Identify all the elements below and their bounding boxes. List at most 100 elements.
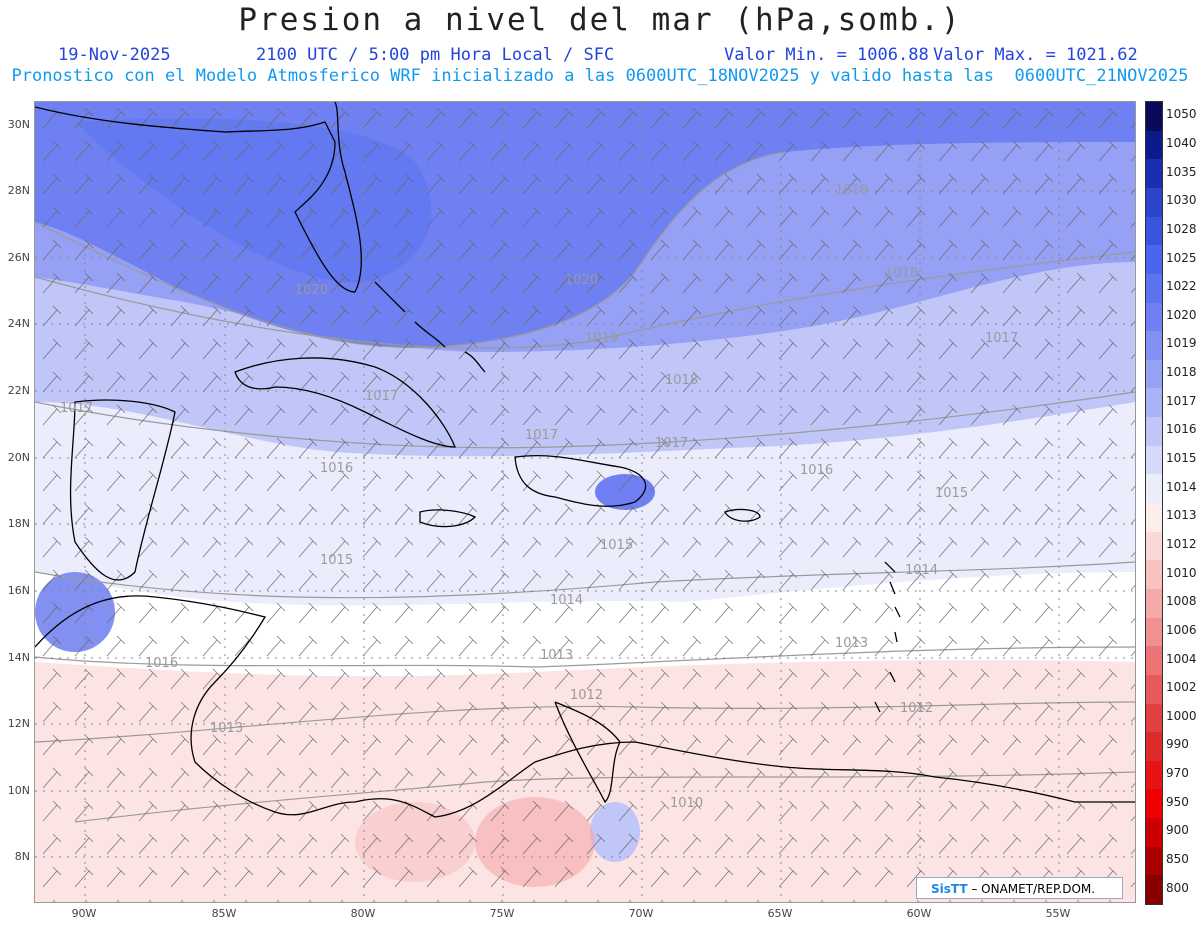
isobar-label: 1020 — [295, 283, 328, 298]
isobar-label: 1014 — [905, 563, 938, 578]
colorbar-label: 1019 — [1166, 336, 1197, 351]
isobar-label: 1015 — [600, 538, 633, 553]
isobar-label: 1012 — [570, 688, 603, 703]
lon-label: 85W — [211, 907, 237, 920]
valid-date: 19-Nov-2025 — [58, 45, 171, 65]
colorbar-swatch — [1146, 531, 1162, 561]
isobar-label: 1020 — [565, 273, 598, 288]
isobar-label: 1012 — [900, 701, 933, 716]
colorbar-swatch — [1146, 245, 1162, 275]
isobar-label: 1013 — [540, 648, 573, 663]
colorbar-label: 1020 — [1166, 307, 1197, 322]
colorbar-swatch — [1146, 732, 1162, 762]
colorbar-swatch — [1146, 445, 1162, 475]
wind-barbs — [35, 102, 1135, 902]
lat-label: 18N — [7, 517, 30, 530]
lon-label: 55W — [1045, 907, 1071, 920]
isobar-label: 1017 — [60, 401, 93, 416]
isobar-label: 1017 — [655, 436, 688, 451]
sistt-logo: SisTT — [931, 882, 968, 896]
isobar-label: 1016 — [145, 656, 178, 671]
lat-label: 14N — [7, 651, 30, 664]
colorbar-swatch — [1146, 331, 1162, 361]
lon-label: 80W — [350, 907, 376, 920]
colorbar-label: 950 — [1166, 794, 1189, 809]
colorbar-label: 1000 — [1166, 708, 1197, 723]
isobar-label: 1019 — [585, 331, 618, 346]
colorbar-swatch — [1146, 818, 1162, 848]
isobar-label: 1017 — [985, 331, 1018, 346]
colorbar-swatch — [1146, 359, 1162, 389]
colorbar-label: 1022 — [1166, 279, 1197, 294]
colorbar-label: 1002 — [1166, 680, 1197, 695]
maracaibo-coast — [554, 701, 621, 804]
isobar-label: 1013 — [210, 721, 243, 736]
colorbar-label: 1014 — [1166, 479, 1197, 494]
hispaniola-coast — [514, 454, 647, 507]
bahamas — [374, 281, 486, 373]
florida-coast — [35, 102, 362, 293]
lon-label: 65W — [767, 907, 793, 920]
colorbar-label: 850 — [1166, 852, 1189, 867]
colorbar-swatch — [1146, 617, 1162, 647]
isobar-label: 1015 — [320, 553, 353, 568]
lesser-antilles — [874, 561, 901, 713]
pressure-map: 1020 1020 1019 1019 1018 1018 1017 1017 … — [34, 101, 1136, 903]
colorbar-label: 970 — [1166, 766, 1189, 781]
isobar-label: 1017 — [365, 389, 398, 404]
lat-label: 8N — [14, 850, 30, 863]
colorbar-swatch — [1146, 875, 1162, 905]
lat-label: 26N — [7, 251, 30, 264]
lon-label: 90W — [71, 907, 97, 920]
lon-label: 70W — [628, 907, 654, 920]
colorbar-label: 1012 — [1166, 536, 1197, 551]
colorbar-label: 1050 — [1166, 107, 1197, 122]
colorbar-label: 1025 — [1166, 250, 1197, 265]
colorbar-swatch — [1146, 703, 1162, 733]
lat-label: 20N — [7, 451, 30, 464]
lon-label: 75W — [489, 907, 515, 920]
cuba-coast — [234, 357, 456, 448]
isobar-label: 1019 — [835, 183, 868, 198]
colorbar-label: 1004 — [1166, 651, 1197, 666]
colorbar-swatch — [1146, 760, 1162, 790]
colorbar-swatch — [1146, 159, 1162, 189]
map-svg: 1020 1020 1019 1019 1018 1018 1017 1017 … — [35, 102, 1135, 902]
colorbar-swatch — [1146, 273, 1162, 303]
lat-label: 28N — [7, 184, 30, 197]
forecast-note: Pronostico con el Modelo Atmosferico WRF… — [11, 66, 1189, 86]
lat-label: 22N — [7, 384, 30, 397]
colorbar-swatch — [1146, 646, 1162, 676]
colorbar-label: 800 — [1166, 880, 1189, 895]
credit-text: – ONAMET/REP.DOM. — [967, 882, 1096, 896]
colorbar-swatch — [1146, 187, 1162, 218]
colorbar-swatch — [1146, 302, 1162, 332]
colorbar-swatch — [1146, 560, 1162, 590]
lat-label: 10N — [7, 784, 30, 797]
valid-time: 2100 UTC / 5:00 pm Hora Local / SFC — [256, 45, 615, 65]
map-title: Presion a nivel del mar (hPa,somb.) — [238, 2, 962, 38]
yucatan-coast — [69, 399, 176, 581]
graticule — [35, 102, 1135, 902]
colorbar-swatch — [1146, 503, 1162, 533]
lon-label: 60W — [906, 907, 932, 920]
colorbar-label: 990 — [1166, 737, 1189, 752]
colorbar-label: 900 — [1166, 823, 1189, 838]
colorbar-swatch — [1146, 789, 1162, 819]
isobar-label: 1018 — [665, 373, 698, 388]
colorbar-swatch — [1146, 417, 1162, 447]
colorbar-label: 1006 — [1166, 622, 1197, 637]
colorbar-swatch — [1146, 102, 1162, 132]
colorbar-label: 1030 — [1166, 193, 1197, 208]
lat-label: 16N — [7, 584, 30, 597]
central-south-america-coast — [35, 595, 1135, 818]
colorbar-swatch — [1146, 846, 1162, 876]
isobar-label: 1017 — [525, 428, 558, 443]
puerto-rico-coast — [724, 508, 761, 522]
colorbar-label: 1015 — [1166, 451, 1197, 466]
colorbar-label: 1017 — [1166, 393, 1197, 408]
colorbar — [1145, 101, 1163, 905]
colorbar-label: 1028 — [1166, 221, 1197, 236]
colorbar-swatch — [1146, 588, 1162, 619]
colorbar-label: 1018 — [1166, 365, 1197, 380]
